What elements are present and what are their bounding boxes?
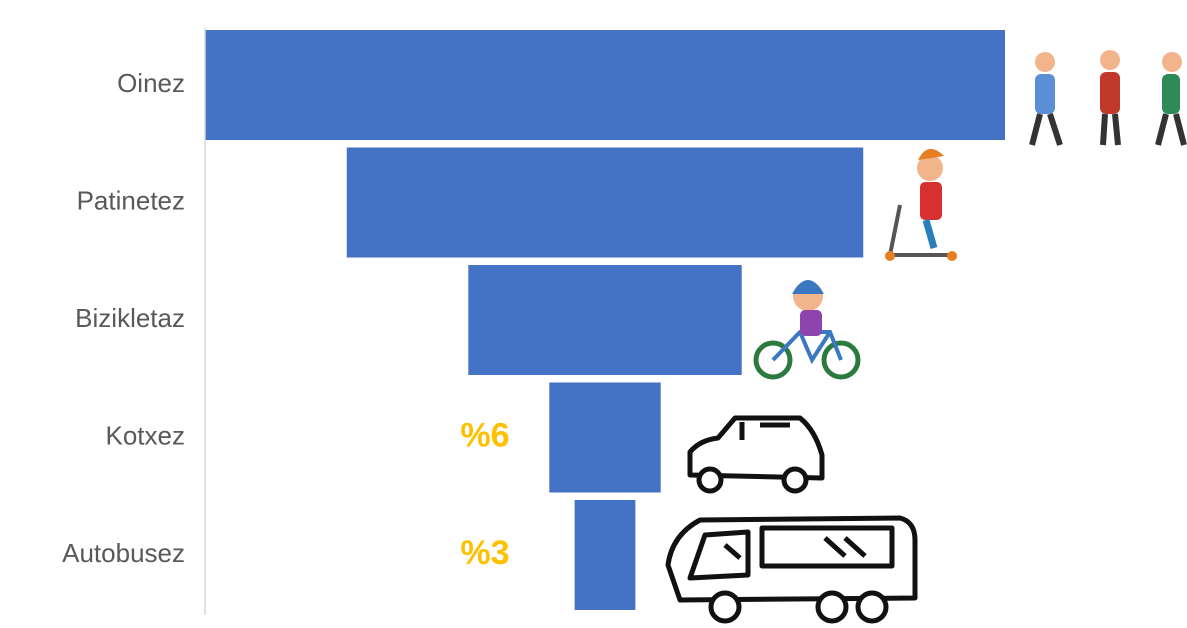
bar bbox=[205, 30, 1005, 140]
car-icon bbox=[687, 415, 825, 494]
bus-icon bbox=[665, 515, 918, 624]
category-label: Bizikletaz bbox=[75, 303, 185, 333]
scooter-icon bbox=[885, 148, 957, 261]
bar bbox=[346, 147, 864, 258]
percentage-label: %3 bbox=[460, 534, 509, 572]
bicycle-icon bbox=[753, 280, 861, 380]
walkers-icon bbox=[1029, 50, 1187, 146]
category-label: Autobusez bbox=[62, 538, 185, 568]
bar bbox=[468, 265, 742, 375]
bar bbox=[574, 500, 636, 610]
bar bbox=[549, 382, 661, 493]
percentage-label: %6 bbox=[460, 416, 509, 454]
category-label: Oinez bbox=[117, 68, 185, 98]
category-label: Kotxez bbox=[106, 420, 186, 450]
category-label: Patinetez bbox=[77, 185, 185, 215]
